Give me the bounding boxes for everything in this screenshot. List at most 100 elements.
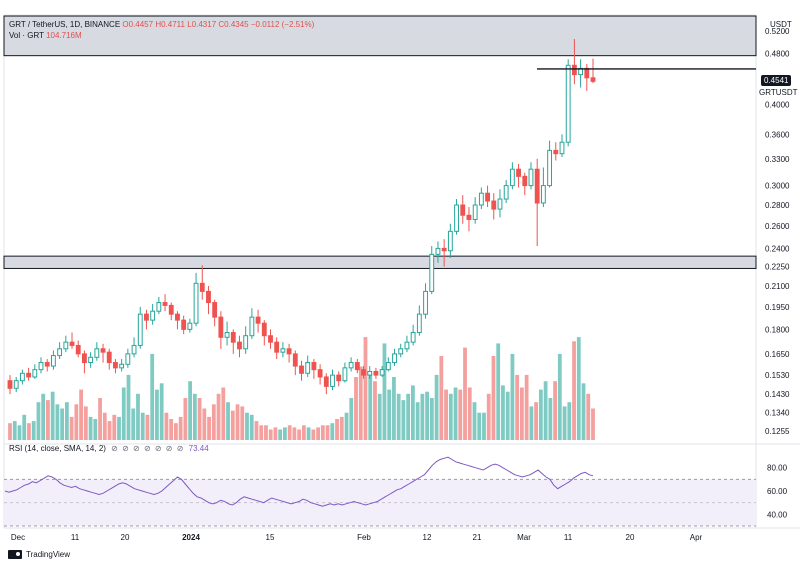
candle-body (509, 168, 515, 187)
candle-body (69, 341, 75, 346)
price-tick-label: 0.2100 (765, 282, 790, 291)
candle-body (379, 369, 385, 376)
volume-bar (562, 406, 567, 440)
volume-bar (335, 419, 339, 440)
volume-bar (567, 402, 572, 440)
ohlc-close: C0.4345 (218, 20, 249, 29)
candle-body (410, 332, 416, 343)
rsi-band (4, 479, 756, 526)
volume-bar (439, 356, 444, 440)
time-tick-label: 12 (423, 533, 432, 542)
currency-unit[interactable]: USDT (770, 20, 792, 29)
symbol-title[interactable]: GRT / TetherUS, 1D, BINANCE (9, 20, 121, 29)
volume-bar (496, 343, 501, 440)
candle-body (435, 247, 441, 255)
volume-bar (259, 425, 264, 440)
volume-bar (368, 372, 373, 440)
volume-bar (467, 387, 472, 440)
volume-bar (420, 393, 425, 440)
volume-bar (477, 412, 482, 440)
candle-body (491, 200, 497, 210)
candle-body (113, 362, 118, 369)
candle-body (212, 302, 218, 318)
time-tick-label: 21 (473, 533, 482, 542)
candle-body (94, 348, 100, 358)
volume-bar (235, 404, 240, 440)
volume-legend: Vol · GRT 104.716M (9, 31, 82, 40)
tradingview-logo-icon (8, 550, 22, 559)
volume-bar (240, 406, 245, 440)
rsi-settings-icons[interactable]: ⊘ ⊘ ⊘ ⊘ ⊘ ⊘ ⊘ (111, 444, 185, 453)
candle-body (460, 204, 466, 216)
candle-body (26, 372, 32, 378)
candle-body (571, 64, 577, 76)
volume-bar (79, 389, 83, 440)
candle-body (168, 304, 174, 315)
candle-body (497, 198, 503, 210)
volume-bar (297, 429, 302, 440)
brand[interactable]: TradingView (8, 550, 70, 559)
volume-bar (557, 353, 562, 440)
volume-bar (339, 416, 344, 440)
time-tick-label: 15 (266, 533, 275, 542)
volume-bar (524, 374, 529, 440)
volume-bar (320, 425, 325, 440)
candle-body (447, 230, 453, 252)
symbol-tag: GRTUSDT (759, 88, 798, 97)
volume-bar (586, 393, 591, 440)
candle-body (522, 175, 528, 187)
volume-bar (538, 389, 543, 440)
volume-bar (197, 398, 202, 440)
candle-body (404, 341, 410, 350)
candle-body (454, 204, 459, 232)
price-tick-label: 0.2800 (765, 201, 790, 210)
candle-body (175, 313, 180, 321)
volume-label[interactable]: Vol · GRT (9, 31, 44, 40)
volume-bar (22, 414, 27, 440)
volume-bar (102, 412, 107, 440)
volume-bar (183, 398, 188, 440)
candle-body (181, 319, 187, 330)
candle-body (423, 290, 428, 315)
candle-body (44, 362, 50, 367)
volume-bar (415, 402, 420, 440)
price-tick-label: 0.3600 (765, 130, 790, 139)
volume-bar (301, 425, 306, 440)
volume-bar (349, 398, 354, 440)
brand-name: TradingView (26, 550, 71, 559)
candle-body (336, 374, 342, 382)
volume-bar (216, 393, 221, 440)
volume-bar (382, 343, 387, 440)
rsi-legend: RSI (14, close, SMA, 14, 2) ⊘ ⊘ ⊘ ⊘ ⊘ ⊘ … (9, 444, 209, 453)
volume-bar (17, 425, 22, 440)
candle-body (249, 316, 255, 337)
ohlc-high: H0.4711 (155, 20, 185, 29)
volume-bar (221, 387, 226, 440)
volume-bar (486, 393, 491, 440)
rsi-tick-label: 40.00 (767, 510, 788, 519)
volume-bar (505, 391, 510, 440)
candle-body (547, 149, 553, 187)
candle-body (528, 168, 534, 187)
time-tick-label: 11 (564, 533, 573, 542)
candle-body (255, 316, 261, 324)
price-tick-label: 0.2400 (765, 244, 790, 253)
volume-bar (273, 427, 278, 440)
zone-rect-1 (3, 255, 757, 269)
candle-body (19, 372, 25, 382)
volume-bar (392, 377, 396, 440)
volume-bar (173, 423, 178, 440)
ohlc-open: O0.4457 (122, 20, 154, 29)
candle-body (441, 247, 447, 252)
candle-body (540, 185, 546, 204)
candle-body (584, 67, 590, 79)
candle-body (156, 302, 162, 312)
candle-body (373, 370, 379, 376)
volume-bar (268, 429, 273, 440)
candle-body (13, 380, 19, 389)
volume-bar (126, 374, 131, 440)
volume-bar (491, 356, 496, 440)
price-tick-label: 0.1950 (765, 303, 790, 312)
rsi-label[interactable]: RSI (14, close, SMA, 14, 2) (9, 444, 106, 453)
